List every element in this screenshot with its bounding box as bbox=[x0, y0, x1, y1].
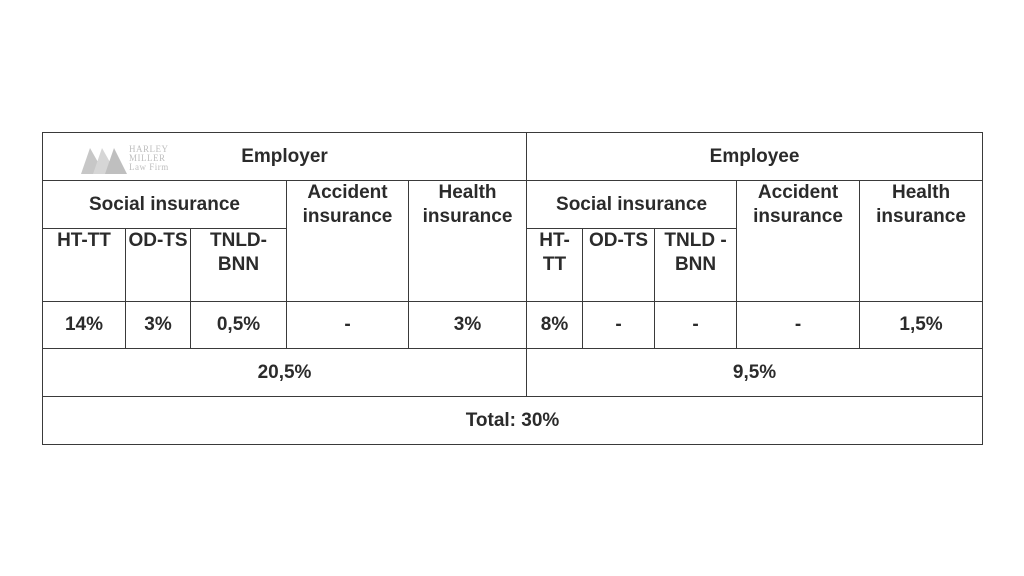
employee-accident-insurance: Accident insurance bbox=[736, 180, 861, 302]
employer-sub-od-ts: OD-TS bbox=[125, 228, 191, 302]
employee-rate-health: 1,5% bbox=[859, 301, 984, 349]
subtotal-row: 20,5% 9,5% bbox=[41, 348, 984, 397]
employer-social-insurance: Social insurance bbox=[42, 180, 287, 229]
employee-rate-od-ts: - bbox=[582, 301, 656, 349]
grand-total: Total: 30% bbox=[41, 396, 984, 445]
employer-sub-ht-tt: HT-TT bbox=[42, 228, 126, 302]
subcategory-row: HT-TT OD-TS TNLD-BNN HT-TT OD-TS TNLD -B… bbox=[42, 228, 983, 302]
employee-health-insurance: Health insurance bbox=[859, 180, 984, 302]
employee-rate-ht-tt: 8% bbox=[526, 301, 584, 349]
employee-title: Employee bbox=[709, 145, 800, 167]
logo-line-1: HARLEY bbox=[129, 143, 169, 154]
employer-rate-od-ts: 3% bbox=[125, 301, 191, 349]
employer-title: Employer bbox=[241, 145, 328, 167]
rates-row: 14% 3% 0,5% - 3% 8% - - - 1,5% bbox=[42, 301, 984, 349]
header-row: HARLEY MILLER Law Firm Employer Employee bbox=[41, 132, 984, 181]
employer-subtotal: 20,5% bbox=[41, 348, 528, 397]
insurance-contribution-table: HARLEY MILLER Law Firm Employer Employee… bbox=[41, 132, 984, 445]
employer-header-cell: HARLEY MILLER Law Firm Employer bbox=[41, 132, 528, 181]
employer-sub-tnld-bnn: TNLD-BNN bbox=[190, 228, 287, 302]
employee-sub-tnld-bnn: TNLD -BNN bbox=[654, 228, 738, 302]
employee-header-cell: Employee bbox=[526, 132, 984, 181]
employee-social-insurance: Social insurance bbox=[526, 180, 738, 229]
logo-line-3: Law Firm bbox=[129, 161, 169, 172]
employee-sub-ht-tt: HT-TT bbox=[526, 228, 584, 302]
law-firm-logo: HARLEY MILLER Law Firm bbox=[81, 141, 181, 175]
employee-sub-od-ts: OD-TS bbox=[582, 228, 656, 302]
employee-subtotal: 9,5% bbox=[526, 348, 984, 397]
logo-m-icon bbox=[81, 148, 127, 174]
employer-rate-health: 3% bbox=[407, 301, 528, 349]
employer-rate-tnld-bnn: 0,5% bbox=[190, 301, 287, 349]
employee-rate-accident: - bbox=[736, 301, 861, 349]
employer-rate-accident: - bbox=[286, 301, 409, 349]
employee-rate-tnld-bnn: - bbox=[654, 301, 738, 349]
employer-health-insurance: Health insurance bbox=[407, 180, 528, 302]
total-row: Total: 30% bbox=[41, 396, 984, 445]
employer-accident-insurance: Accident insurance bbox=[286, 180, 409, 302]
logo-text: HARLEY MILLER Law Firm bbox=[129, 143, 169, 172]
logo-line-2: MILLER bbox=[129, 152, 166, 163]
category-row: Social insurance Accident insurance Heal… bbox=[42, 180, 984, 302]
employer-rate-ht-tt: 14% bbox=[42, 301, 126, 349]
